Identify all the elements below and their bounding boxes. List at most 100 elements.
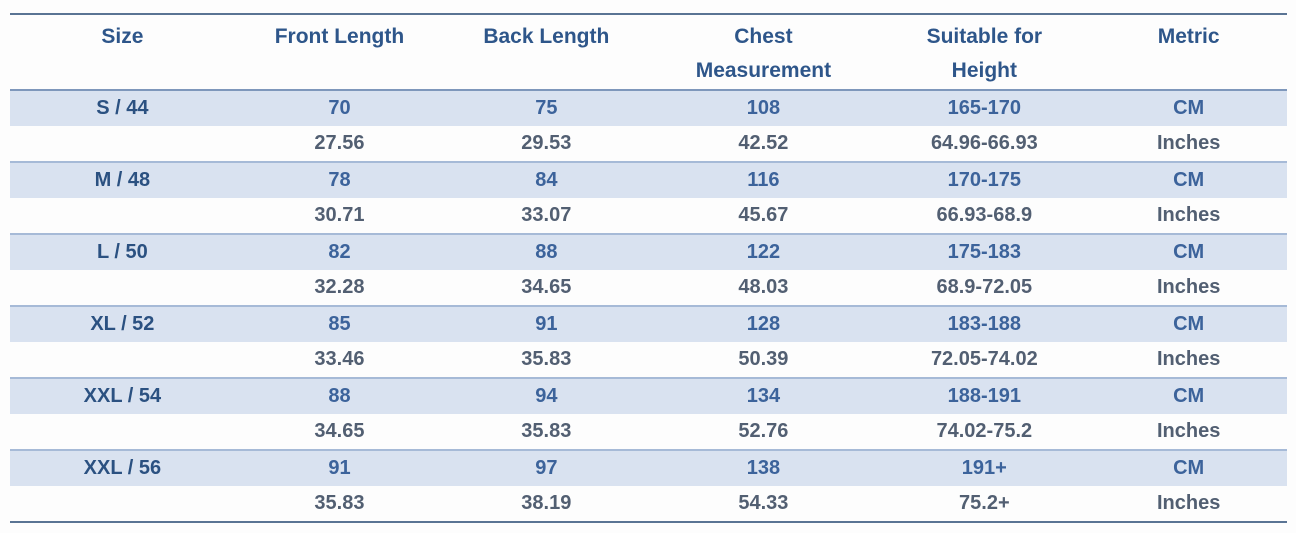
table-cell: 84 bbox=[444, 161, 649, 199]
table-row: XXL / 56 91 97 138 191+ CM bbox=[10, 449, 1287, 487]
size-cell: XXL / 54 bbox=[10, 377, 235, 415]
table-cell: Inches bbox=[1156, 276, 1221, 299]
column-header: Size bbox=[10, 14, 235, 92]
table-cell: 170-175 bbox=[878, 161, 1091, 199]
table-cell: 88 bbox=[234, 377, 445, 415]
table-cell: 35.83 bbox=[521, 348, 572, 371]
table-cell: 88 bbox=[444, 233, 649, 271]
size-cell bbox=[10, 414, 235, 450]
table-cell: 78 bbox=[234, 161, 445, 199]
table-cell: Inches bbox=[1156, 132, 1221, 155]
table-cell: 94 bbox=[444, 377, 649, 415]
table-cell: 66.93-68.9 bbox=[936, 204, 1033, 227]
table-cell: 116 bbox=[648, 161, 879, 199]
column-header: Suitable for Height bbox=[878, 14, 1091, 92]
table-cell: 50.39 bbox=[738, 348, 789, 371]
size-cell bbox=[10, 126, 235, 162]
table-cell: 33.46 bbox=[314, 348, 365, 371]
table-row: M / 48 78 84 116 170-175 CM bbox=[10, 161, 1287, 199]
table-cell: 38.19 bbox=[521, 492, 572, 515]
table-cell: 91 bbox=[234, 449, 445, 487]
table-cell: 29.53 bbox=[521, 132, 572, 155]
column-header: Back Length bbox=[444, 14, 649, 92]
column-header: Chest Measurement bbox=[648, 14, 879, 92]
table-cell: 27.56 bbox=[314, 132, 365, 155]
table-cell: CM bbox=[1090, 305, 1287, 343]
table-row: 27.56 29.53 42.52 64.96-66.93 Inches bbox=[10, 126, 1287, 162]
table-cell: 33.07 bbox=[521, 204, 572, 227]
table-cell: 45.67 bbox=[738, 204, 789, 227]
size-cell: XXL / 56 bbox=[10, 449, 235, 487]
table-row: 35.83 38.19 54.33 75.2+ Inches bbox=[10, 486, 1287, 522]
table-cell: 138 bbox=[648, 449, 879, 487]
column-header-label: Front Length bbox=[274, 25, 405, 48]
size-cell bbox=[10, 270, 235, 306]
table-row: XXL / 54 88 94 134 188-191 CM bbox=[10, 377, 1287, 415]
table-row: XL / 52 85 91 128 183-188 CM bbox=[10, 305, 1287, 343]
table-cell: 72.05-74.02 bbox=[930, 348, 1038, 371]
column-header-label: Chest Measurement bbox=[695, 25, 832, 82]
size-cell: XL / 52 bbox=[10, 305, 235, 343]
table-header: Size Front Length Back Length Chest Measure… bbox=[10, 14, 1287, 92]
size-cell bbox=[10, 198, 235, 234]
size-cell: L / 50 bbox=[10, 233, 235, 271]
table-cell: 75.2+ bbox=[959, 492, 1010, 515]
table-cell: 30.71 bbox=[314, 204, 365, 227]
size-cell bbox=[10, 342, 235, 378]
table-cell: 52.76 bbox=[738, 420, 789, 443]
table-cell: 175-183 bbox=[878, 233, 1091, 271]
table-cell: 70 bbox=[234, 89, 445, 127]
table-cell: Inches bbox=[1156, 348, 1221, 371]
table-cell: Inches bbox=[1156, 420, 1221, 443]
table-cell: 128 bbox=[648, 305, 879, 343]
table-cell: 34.65 bbox=[314, 420, 365, 443]
table-row: 34.65 35.83 52.76 74.02-75.2 Inches bbox=[10, 414, 1287, 450]
table-cell: 108 bbox=[648, 89, 879, 127]
table-cell: 134 bbox=[648, 377, 879, 415]
column-header-label: Size bbox=[101, 25, 144, 48]
column-header: Front Length bbox=[234, 14, 445, 92]
table-cell: CM bbox=[1090, 377, 1287, 415]
size-cell: M / 48 bbox=[10, 161, 235, 199]
table-cell: 35.83 bbox=[314, 492, 365, 515]
table-cell: 54.33 bbox=[738, 492, 789, 515]
table-row: L / 50 82 88 122 175-183 CM bbox=[10, 233, 1287, 271]
table-cell: 191+ bbox=[878, 449, 1091, 487]
table-row: 32.28 34.65 48.03 68.9-72.05 Inches bbox=[10, 270, 1287, 306]
table-cell: 42.52 bbox=[738, 132, 789, 155]
table-cell: CM bbox=[1090, 161, 1287, 199]
table-row: S / 44 70 75 108 165-170 CM bbox=[10, 89, 1287, 127]
table-cell: 34.65 bbox=[521, 276, 572, 299]
size-chart-table: Size Front Length Back Length Chest Measure… bbox=[10, 13, 1287, 524]
size-chart: Size Front Length Back Length Chest Measure… bbox=[10, 13, 1287, 524]
header-row: Size Front Length Back Length Chest Measure… bbox=[10, 14, 1287, 92]
column-header: Metric bbox=[1090, 14, 1287, 92]
table-cell: 68.9-72.05 bbox=[936, 276, 1033, 299]
table-cell: 82 bbox=[234, 233, 445, 271]
column-header-label: Suitable for Height bbox=[926, 25, 1043, 82]
table-cell: 35.83 bbox=[521, 420, 572, 443]
table-cell: 48.03 bbox=[738, 276, 789, 299]
table-cell: Inches bbox=[1156, 492, 1221, 515]
table-cell: 64.96-66.93 bbox=[930, 132, 1038, 155]
table-cell: 91 bbox=[444, 305, 649, 343]
size-cell: S / 44 bbox=[10, 89, 235, 127]
column-header-label: Metric bbox=[1157, 25, 1220, 48]
table-cell: 97 bbox=[444, 449, 649, 487]
table-cell: 188-191 bbox=[878, 377, 1091, 415]
table-cell: 74.02-75.2 bbox=[936, 420, 1033, 443]
table-row: 30.71 33.07 45.67 66.93-68.9 Inches bbox=[10, 198, 1287, 234]
table-cell: 165-170 bbox=[878, 89, 1091, 127]
table-cell: 85 bbox=[234, 305, 445, 343]
table-row: 33.46 35.83 50.39 72.05-74.02 Inches bbox=[10, 342, 1287, 378]
table-body: S / 44 70 75 108 165-170 CM 27.56 29.53 42.52 64.… bbox=[10, 89, 1287, 522]
column-header-label: Back Length bbox=[483, 25, 610, 48]
table-cell: CM bbox=[1090, 233, 1287, 271]
table-cell: CM bbox=[1090, 449, 1287, 487]
table-cell: Inches bbox=[1156, 204, 1221, 227]
table-cell: CM bbox=[1090, 89, 1287, 127]
table-cell: 75 bbox=[444, 89, 649, 127]
size-cell bbox=[10, 486, 235, 522]
table-cell: 122 bbox=[648, 233, 879, 271]
table-cell: 32.28 bbox=[314, 276, 365, 299]
